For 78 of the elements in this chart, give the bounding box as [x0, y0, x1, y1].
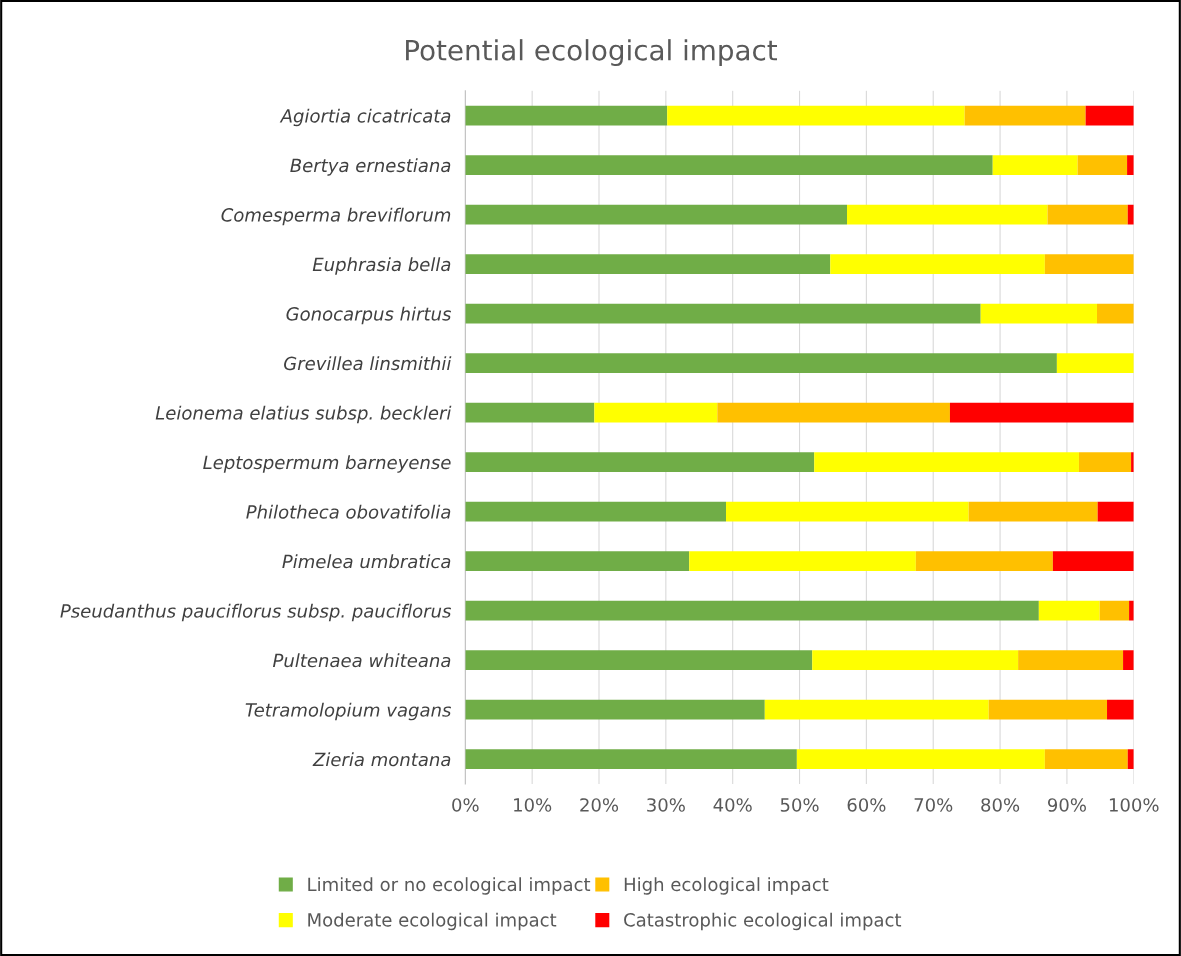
bar	[465, 402, 595, 423]
chart-title: Potential ecological impact	[406, 39, 778, 67]
y-tick-label: Tetramolopium vagans	[245, 702, 452, 721]
x-tick-label: 50%	[780, 798, 819, 812]
bar	[465, 501, 727, 522]
x-tick-label: 0%	[452, 798, 479, 812]
bar	[1085, 105, 1134, 126]
y-tick-label: Gonocarpus hirtus	[286, 306, 452, 325]
y-tick-label: Pseudanthus pauciflorus subsp. pauciflorus	[60, 603, 452, 622]
x-tick-label: 100%	[1109, 798, 1159, 812]
bar	[465, 699, 765, 720]
bar	[796, 749, 1045, 770]
bar	[1056, 353, 1134, 374]
bar	[1123, 650, 1134, 671]
bar	[915, 551, 1053, 572]
bar	[667, 105, 965, 126]
bar	[830, 254, 1045, 274]
bar	[726, 501, 969, 522]
bar	[1099, 600, 1130, 621]
bar	[1107, 699, 1134, 720]
y-tick-label: Zieria montana	[312, 752, 451, 767]
bar	[1097, 501, 1134, 522]
bar	[964, 105, 1086, 126]
bar	[1044, 749, 1128, 770]
bar	[1077, 155, 1128, 175]
bar	[465, 650, 813, 671]
bar	[988, 699, 1108, 720]
bar	[465, 353, 1057, 374]
bar	[1052, 551, 1134, 572]
bar	[1044, 254, 1134, 274]
bar	[1047, 204, 1128, 225]
bar	[1078, 452, 1132, 473]
legend-label: Catastrophic ecological impact	[624, 912, 902, 931]
bar	[465, 105, 668, 126]
bar	[689, 551, 916, 572]
legend-label: Moderate ecological impact	[308, 912, 557, 931]
x-tick-label: 90%	[1047, 798, 1086, 812]
bar	[1127, 155, 1134, 175]
y-tick-label: Leionema elatius subsp. beckleri	[155, 405, 452, 424]
bar	[465, 254, 831, 274]
y-tick-label: Leptospermum barneyense	[203, 455, 451, 473]
bar	[764, 699, 989, 720]
bar	[992, 155, 1078, 175]
bar	[812, 650, 1019, 671]
bar	[465, 204, 847, 225]
bar	[465, 303, 981, 324]
y-tick-label: Philotheca obovatifolia	[246, 504, 451, 519]
bar	[847, 204, 1048, 225]
y-tick-label: Euphrasia bella	[312, 257, 451, 275]
bar	[1018, 650, 1124, 671]
y-tick-label: Grevillea linsmithii	[284, 356, 452, 371]
y-tick-label: Comesperma breviflorum	[221, 207, 451, 226]
legend-label: High ecological impact	[624, 877, 829, 895]
y-tick-label: Bertya ernestiana	[290, 158, 451, 176]
legend-label: Limited or no ecological impact	[308, 877, 591, 895]
x-tick-label: 70%	[914, 798, 953, 812]
bar	[949, 402, 1134, 423]
bar	[465, 551, 690, 572]
bar	[465, 749, 797, 770]
x-tick-label: 20%	[580, 798, 619, 812]
bar	[465, 452, 815, 473]
x-tick-label: 40%	[713, 798, 752, 812]
bar	[968, 501, 1098, 522]
y-tick-label: Pultenaea whiteana	[272, 653, 451, 668]
x-tick-label: 30%	[647, 798, 685, 812]
y-tick-label: Agiortia cicatricata	[279, 108, 451, 127]
x-tick-label: 10%	[514, 798, 552, 812]
y-tick-label: Pimelea umbratica	[282, 554, 451, 569]
bar	[1038, 600, 1100, 621]
bar	[594, 402, 718, 423]
bar	[717, 402, 950, 423]
bar	[1097, 303, 1134, 324]
x-tick-label: 60%	[847, 798, 886, 812]
bar	[465, 155, 993, 175]
bar	[980, 303, 1097, 324]
bar	[465, 600, 1039, 621]
x-tick-label: 80%	[981, 798, 1020, 812]
bar	[814, 452, 1079, 473]
